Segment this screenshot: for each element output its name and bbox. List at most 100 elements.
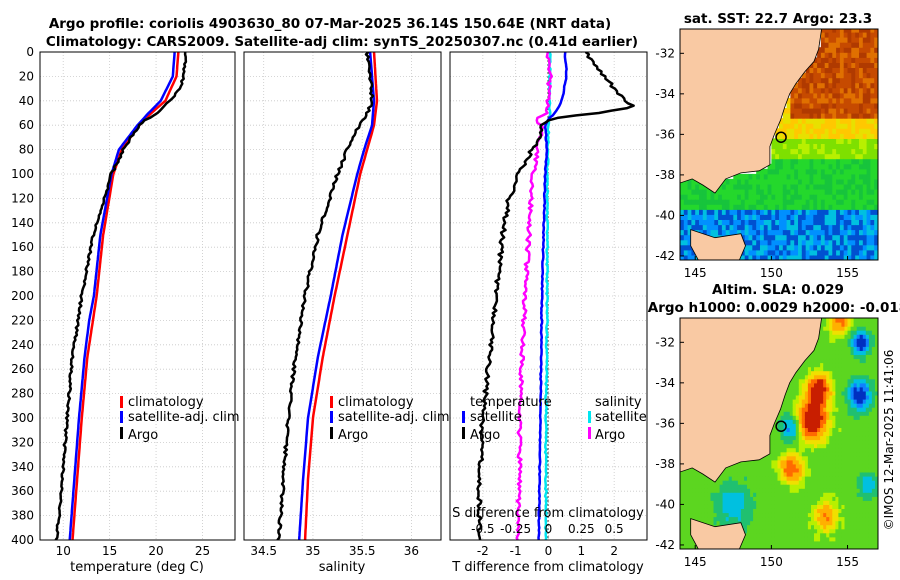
map-cell	[774, 455, 778, 461]
map-cell	[838, 358, 842, 364]
map-cell	[725, 224, 730, 231]
map-cell	[811, 528, 815, 534]
map-cell	[871, 520, 876, 526]
map-cell	[789, 411, 794, 416]
map-cell	[823, 455, 827, 461]
map-cell	[826, 395, 830, 400]
map-cell	[747, 508, 751, 514]
map-cell	[838, 354, 842, 360]
map-cell	[801, 386, 806, 392]
map-cell	[875, 411, 878, 416]
map-cell	[870, 92, 875, 99]
map-cell	[828, 97, 833, 104]
map-cell	[853, 443, 858, 449]
map-cell	[870, 178, 875, 185]
map-cell	[870, 173, 875, 180]
map-cell	[862, 239, 868, 246]
map-ytick-label: -36	[655, 416, 675, 430]
map-cell	[870, 158, 875, 165]
map-cell	[710, 214, 715, 220]
map-cell	[783, 476, 788, 481]
map-cell	[814, 390, 818, 396]
map-cell	[691, 249, 696, 256]
map-cell	[737, 467, 742, 473]
map-cell	[862, 32, 868, 38]
map-cell	[809, 224, 814, 231]
map-cell	[752, 224, 757, 231]
map-cell	[792, 374, 797, 380]
map-cell	[824, 103, 829, 109]
map-cell	[740, 173, 746, 180]
map-cell	[786, 443, 791, 449]
map-cell	[801, 439, 806, 445]
map-cell	[841, 528, 845, 534]
map-cell	[763, 219, 769, 226]
map-cell	[683, 194, 689, 200]
map-cell	[804, 427, 809, 432]
map-cell	[750, 508, 754, 514]
map-cell	[698, 496, 702, 501]
map-cell	[878, 492, 882, 497]
map-cell	[859, 439, 864, 445]
map-cell	[817, 224, 822, 231]
map-cell	[809, 168, 814, 175]
map-cell	[875, 366, 878, 372]
map-cell	[794, 209, 799, 215]
map-cell	[875, 342, 878, 347]
map-cell	[790, 224, 795, 231]
map-cell	[875, 427, 878, 432]
map-cell	[759, 488, 763, 493]
map-cell	[865, 476, 870, 481]
map-cell	[706, 224, 711, 231]
map-cell	[786, 484, 791, 489]
map-cell	[823, 528, 827, 534]
map-cell	[692, 484, 696, 489]
map-cell	[798, 415, 803, 420]
map-cell	[828, 229, 833, 236]
map-cell	[878, 484, 882, 489]
map-cell	[786, 423, 791, 428]
map-cell	[704, 492, 708, 497]
map-cell	[856, 399, 861, 404]
map-cell	[832, 524, 836, 530]
map-cell	[786, 199, 791, 205]
map-cell	[824, 178, 829, 185]
map-cell	[865, 370, 870, 376]
map-cell	[862, 318, 867, 323]
map-cell	[853, 488, 858, 493]
map-cell	[838, 395, 842, 400]
map-cell	[789, 516, 794, 522]
map-cell	[750, 472, 754, 477]
map-cell	[844, 399, 848, 404]
map-cell	[771, 508, 775, 514]
map-cell	[853, 459, 858, 465]
map-cell	[871, 322, 876, 327]
map-cell	[832, 163, 837, 170]
map-cell	[862, 143, 868, 150]
map-cell	[794, 178, 799, 185]
map-cell	[874, 249, 878, 256]
map-cell	[750, 476, 754, 481]
map-cell	[832, 249, 837, 256]
map-cell	[870, 148, 875, 155]
map-cell	[859, 318, 864, 323]
map-cell	[740, 229, 746, 236]
map-cell	[707, 520, 711, 526]
map-cell	[794, 219, 799, 226]
map-cell	[789, 399, 794, 404]
map-cell	[817, 194, 822, 200]
map-cell	[737, 229, 742, 236]
map-cell	[792, 504, 797, 509]
map-cell	[839, 224, 845, 231]
map-cell	[865, 463, 870, 469]
map-cell	[844, 516, 848, 522]
map-cell	[813, 254, 818, 260]
map-cell	[729, 224, 734, 231]
map-cell	[862, 118, 868, 124]
map-cell	[853, 431, 858, 437]
map-cell	[747, 476, 751, 481]
map-cell	[817, 72, 822, 79]
map-cell	[866, 82, 871, 89]
map-cell	[794, 82, 799, 89]
map-cell	[844, 374, 848, 380]
